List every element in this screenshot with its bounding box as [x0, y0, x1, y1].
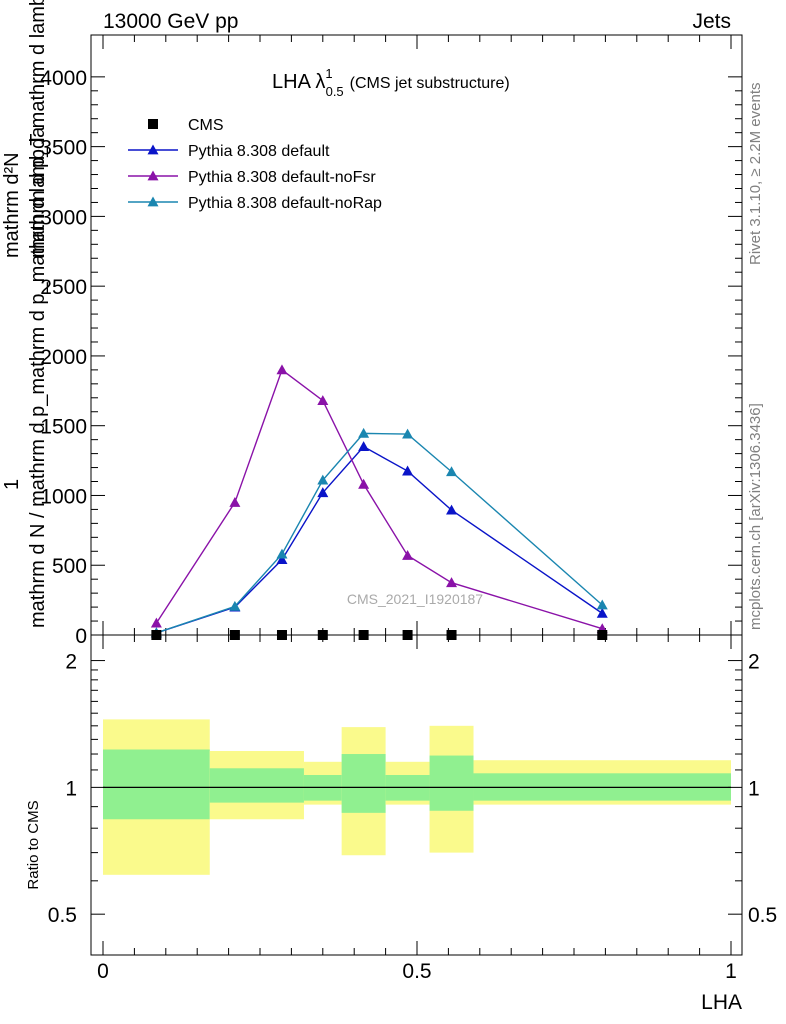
ratio-y-tick-label-right: 1 [748, 777, 760, 800]
y-axis-label-right: mathrm d²N [1, 152, 23, 258]
chart-title-sub: 0.5 [326, 84, 344, 99]
ratio-y-tick-label: 0.5 [48, 904, 77, 927]
ratio-y-label: Ratio to CMS [25, 800, 42, 889]
chart-title-main: LHA λ [272, 71, 325, 93]
main-axes: 0 500 1000 1500 2000 2500 3000 3500 4000 [40, 34, 743, 648]
series-point [317, 487, 329, 498]
chart-title-rest: (CMS jet substructure) [350, 75, 510, 92]
y-tick-label: 1000 [40, 485, 87, 508]
ratio-band-inner [429, 755, 474, 811]
legend-label: CMS [188, 117, 224, 134]
y-tick-label: 1500 [40, 416, 87, 439]
series-point [276, 548, 288, 559]
series-line [156, 445, 603, 634]
series-point [317, 474, 329, 485]
ratio-bands [103, 719, 731, 875]
series-point [402, 465, 414, 476]
y-axis-label: 1 mathrm d N / mathrm d p_mathrm d p_mat… [1, 0, 49, 628]
chart-title: LHA λ1 0.5 (CMS jet substructure) [272, 66, 510, 99]
series-point [317, 395, 329, 405]
y-tick-label: 2500 [40, 276, 87, 299]
legend-marker [147, 144, 159, 155]
series-point [229, 496, 241, 507]
series-point [402, 428, 414, 439]
series-point [596, 607, 608, 618]
y-tick-label: 500 [52, 555, 87, 578]
series-point [446, 577, 458, 588]
series-point [446, 466, 458, 477]
header-right: Jets [692, 10, 731, 33]
chart-title-sup: 1 [325, 66, 332, 81]
legend-label: Pythia 8.308 default [188, 143, 330, 160]
header-left: 13000 GeV pp [103, 10, 238, 33]
series-line [155, 368, 603, 630]
y-axis-label-den: mathrm d N / mathrm d p_mathrm d p_mathr… [27, 126, 49, 628]
x-axis-label: LHA [701, 991, 742, 1014]
legend-entry: Pythia 8.308 default [128, 143, 330, 160]
legend-entry: Pythia 8.308 default-noRap [128, 195, 382, 212]
legend: CMS Pythia 8.308 default Pythia 8.308 defa… [128, 117, 382, 212]
series-point [276, 364, 288, 375]
y-tick-label: 4000 [40, 67, 87, 90]
x-tick-label: 1 [725, 960, 737, 983]
ratio-axes: 0.5 0.5 1 1 2 2 0 0.5 1 [48, 634, 777, 983]
x-tick-label: 0 [97, 960, 109, 983]
series-point [150, 617, 162, 628]
series-point [596, 599, 608, 610]
ratio-y-tick-label: 1 [65, 777, 77, 800]
series-point [358, 441, 370, 452]
series-point [229, 600, 241, 611]
watermark: CMS_2021_I1920187 [347, 591, 483, 607]
y-tick-label: 2000 [40, 346, 87, 369]
legend-label: Pythia 8.308 default-noFsr [188, 169, 376, 186]
ratio-band-inner [341, 754, 386, 813]
legend-label: Pythia 8.308 default-noRap [188, 195, 382, 212]
y-tick-label: 3500 [40, 137, 87, 160]
legend-marker [147, 196, 159, 207]
legend-marker [147, 170, 159, 181]
x-tick-label: 0.5 [402, 960, 431, 983]
series-point [446, 504, 458, 515]
y-axis-label-top: 1 [1, 479, 23, 490]
ratio-y-tick-label-right: 2 [748, 651, 760, 674]
ratio-y-tick-label-right: 0.5 [748, 904, 777, 927]
mcplots-label: mcplots.cern.ch [arXiv:1306.3436] [747, 403, 764, 630]
rivet-label: Rivet 3.1.10, ≥ 2.2M events [747, 83, 764, 266]
series-point [402, 549, 414, 560]
series-point [358, 427, 370, 438]
legend-marker [148, 119, 158, 129]
y-tick-label: 0 [75, 625, 87, 648]
legend-entry: CMS [148, 117, 224, 134]
y-axis-label-right-den: mathrm d p_T mathrm d lambda [27, 0, 49, 258]
legend-entry: Pythia 8.308 default-noFsr [128, 169, 376, 186]
series-point [358, 478, 370, 489]
ratio-band-inner [103, 749, 210, 820]
ratio-y-tick-label: 2 [65, 651, 77, 674]
series-line [156, 432, 603, 634]
y-tick-label: 3000 [40, 206, 87, 229]
ratio-band-inner [209, 768, 304, 803]
series-point [276, 554, 288, 565]
